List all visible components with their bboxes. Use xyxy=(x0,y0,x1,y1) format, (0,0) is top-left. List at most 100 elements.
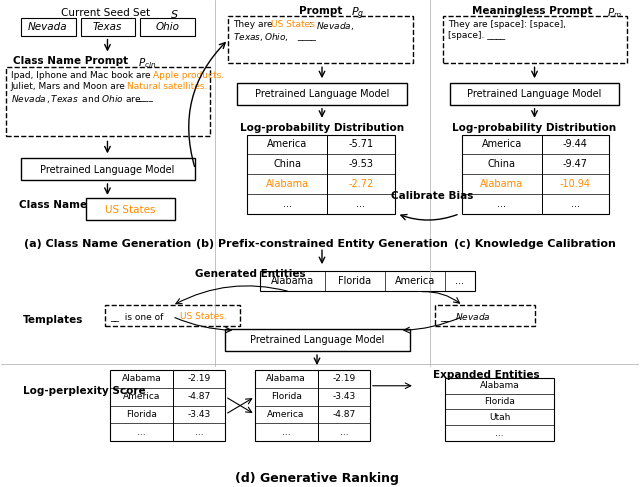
Bar xyxy=(237,83,407,105)
Text: -4.87: -4.87 xyxy=(188,392,211,401)
Bar xyxy=(140,18,195,36)
Text: US States: US States xyxy=(105,205,156,215)
Text: Texas: Texas xyxy=(93,22,122,32)
Text: Log-probability Distribution: Log-probability Distribution xyxy=(452,123,616,132)
Text: and $\mathit{Ohio}$ are: and $\mathit{Ohio}$ are xyxy=(79,93,141,104)
Text: Natural satellites.: Natural satellites. xyxy=(127,82,208,91)
Text: __  is one of: __ is one of xyxy=(111,312,166,321)
Text: They are [space]: [space],: They are [space]: [space], xyxy=(448,20,566,29)
Text: China: China xyxy=(273,159,301,169)
Text: America: America xyxy=(268,410,305,419)
Text: Templates: Templates xyxy=(22,315,83,324)
Bar xyxy=(81,18,136,36)
Text: Nevada: Nevada xyxy=(28,22,67,32)
Text: -9.44: -9.44 xyxy=(563,139,588,150)
Text: Florida: Florida xyxy=(484,397,515,406)
Text: Pretrained Language Model: Pretrained Language Model xyxy=(40,165,175,175)
Text: Apple products.: Apple products. xyxy=(154,71,225,80)
Text: $P_g$: $P_g$ xyxy=(351,6,364,22)
Text: -10.94: -10.94 xyxy=(560,179,591,189)
Text: Juliet, Mars and Moon are: Juliet, Mars and Moon are xyxy=(11,82,129,91)
Text: (d) Generative Ranking: (d) Generative Ranking xyxy=(235,472,399,485)
Text: (c) Knowledge Calibration: (c) Knowledge Calibration xyxy=(454,240,616,249)
Text: Florida: Florida xyxy=(339,276,371,286)
Text: ...: ... xyxy=(495,429,504,438)
Text: Ohio: Ohio xyxy=(156,22,179,32)
Text: ...: ... xyxy=(571,199,580,209)
Bar xyxy=(86,198,175,220)
Text: $, \mathit{Texas}$: $, \mathit{Texas}$ xyxy=(45,93,79,105)
Text: ...: ... xyxy=(455,276,464,286)
Text: [space]. ____: [space]. ____ xyxy=(448,31,505,39)
Text: -5.71: -5.71 xyxy=(348,139,374,150)
Text: US States: US States xyxy=(271,20,315,29)
Text: ____: ____ xyxy=(136,93,154,102)
Text: $\mathit{S}$: $\mathit{S}$ xyxy=(170,8,179,20)
Bar xyxy=(20,158,195,180)
Bar xyxy=(445,378,554,441)
Text: Pretrained Language Model: Pretrained Language Model xyxy=(467,89,602,99)
Text: Prompt: Prompt xyxy=(298,6,346,16)
Text: Pretrained Language Model: Pretrained Language Model xyxy=(250,335,384,345)
Text: Utah: Utah xyxy=(489,413,510,422)
Text: -4.87: -4.87 xyxy=(332,410,356,419)
Bar xyxy=(225,329,410,351)
Text: Generated Entities: Generated Entities xyxy=(195,269,306,279)
Text: Log-probability Distribution: Log-probability Distribution xyxy=(240,123,404,132)
Text: (a) Class Name Generation: (a) Class Name Generation xyxy=(24,240,191,249)
Text: US States.: US States. xyxy=(180,312,227,321)
Text: -9.53: -9.53 xyxy=(348,159,373,169)
Text: China: China xyxy=(488,159,516,169)
Bar xyxy=(450,83,620,105)
Text: They are: They are xyxy=(233,20,276,29)
Text: -2.19: -2.19 xyxy=(188,375,211,383)
Text: Pretrained Language Model: Pretrained Language Model xyxy=(255,89,389,99)
Text: $\mathit{Nevada}$: $\mathit{Nevada}$ xyxy=(11,93,47,104)
Bar xyxy=(106,305,240,326)
Text: ...: ... xyxy=(282,428,291,437)
Text: -3.43: -3.43 xyxy=(188,410,211,419)
Text: $\mathit{Nevada,}$: $\mathit{Nevada,}$ xyxy=(316,20,354,32)
Text: (b) Prefix-constrained Entity Generation: (b) Prefix-constrained Entity Generation xyxy=(196,240,448,249)
Text: Class Name Prompt: Class Name Prompt xyxy=(13,56,131,66)
Text: Florida: Florida xyxy=(271,392,301,401)
Text: :: : xyxy=(309,20,315,29)
Bar xyxy=(228,16,413,63)
Text: America: America xyxy=(267,139,307,150)
Text: -9.47: -9.47 xyxy=(563,159,588,169)
Text: Class Name: Class Name xyxy=(19,200,87,210)
Text: -3.43: -3.43 xyxy=(332,392,356,401)
Text: Alabama: Alabama xyxy=(266,179,308,189)
Text: __: __ xyxy=(440,312,454,321)
Text: Calibrate Bias: Calibrate Bias xyxy=(390,191,473,201)
Bar xyxy=(20,18,76,36)
Text: Expanded Entities: Expanded Entities xyxy=(433,370,540,380)
Text: Log-perplexity Score: Log-perplexity Score xyxy=(22,386,145,396)
Text: Meaningless Prompt: Meaningless Prompt xyxy=(472,6,596,16)
Text: Florida: Florida xyxy=(126,410,157,419)
Text: $P_{cln}$: $P_{cln}$ xyxy=(138,56,157,70)
Text: Alabama: Alabama xyxy=(271,276,314,286)
Text: Alabama: Alabama xyxy=(480,381,520,390)
Text: ...: ... xyxy=(497,199,506,209)
Text: ...: ... xyxy=(195,428,204,437)
Text: ...: ... xyxy=(137,428,146,437)
Text: Alabama: Alabama xyxy=(266,375,306,383)
Text: -2.19: -2.19 xyxy=(332,375,356,383)
Bar xyxy=(435,305,534,326)
Text: America: America xyxy=(481,139,522,150)
Bar xyxy=(255,370,370,441)
Text: ...: ... xyxy=(356,199,365,209)
Text: $\mathit{Nevada}$: $\mathit{Nevada}$ xyxy=(454,311,490,322)
Bar xyxy=(111,370,225,441)
Text: ...: ... xyxy=(340,428,348,437)
Bar xyxy=(260,271,475,291)
Text: Alabama: Alabama xyxy=(122,375,161,383)
Text: $P_m$: $P_m$ xyxy=(607,6,622,20)
Bar xyxy=(6,67,211,136)
Text: Ipad, Iphone and Mac book are: Ipad, Iphone and Mac book are xyxy=(11,71,153,80)
Text: $\mathit{Texas, Ohio,}$: $\mathit{Texas, Ohio,}$ xyxy=(233,31,289,43)
Text: ____: ____ xyxy=(295,31,316,39)
Bar xyxy=(443,16,627,63)
Text: America: America xyxy=(123,392,160,401)
